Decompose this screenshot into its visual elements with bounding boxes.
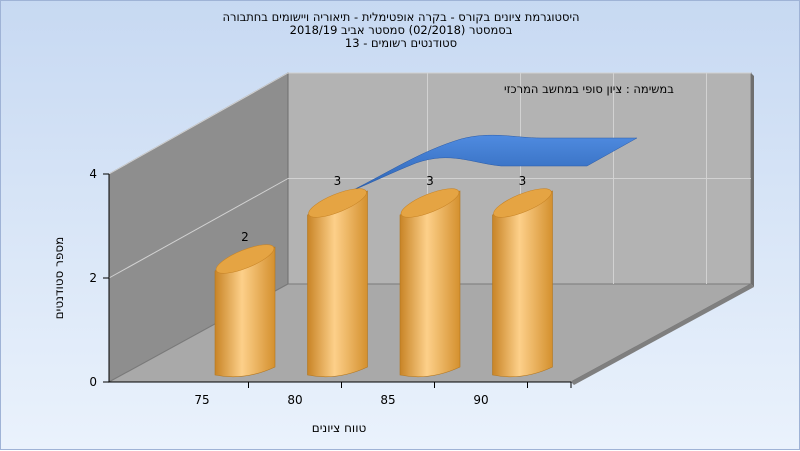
x-tick-label: 85 <box>380 393 395 407</box>
bar-body <box>492 190 553 378</box>
x-axis-title: טווח ציונים <box>312 421 367 435</box>
y-tick-label: 2 <box>89 271 97 285</box>
bar <box>214 244 276 378</box>
bar-body <box>399 190 461 378</box>
data-label: 3 <box>334 174 342 188</box>
y-ticks: 0 2 4 <box>89 167 109 389</box>
bar <box>307 188 368 378</box>
annotation: במשימה : ציון סופי במחשב המרכזי <box>504 82 674 96</box>
data-label: 3 <box>519 174 527 188</box>
x-tick-label: 80 <box>287 393 302 407</box>
y-tick-label: 0 <box>89 375 97 389</box>
title-line-2: בסמסטר (02/2018) סמסטר אביב 2018/19 <box>289 23 513 37</box>
y-axis-title: מספר סטודנטים <box>52 237 66 320</box>
chart-title: היסטוגרמת ציונים בקורס - בקרה אופטימלית … <box>1 11 800 50</box>
bar-top <box>215 244 275 274</box>
bar <box>399 188 461 378</box>
data-labels: 2 3 3 3 <box>241 174 526 244</box>
title-line-3: סטודנטים רשומים - 13 <box>344 36 458 50</box>
data-label: 3 <box>426 174 434 188</box>
x-tick-label: 90 <box>473 393 488 407</box>
bars <box>214 188 553 378</box>
bar-body <box>307 190 368 378</box>
grid-line-side <box>108 72 289 175</box>
x-tick-label: 75 <box>194 393 209 407</box>
bar-body <box>214 246 276 378</box>
right-edge <box>751 73 754 287</box>
title-line-1: היסטוגרמת ציונים בקורס - בקרה אופטימלית … <box>222 10 580 24</box>
bar-top <box>308 188 367 218</box>
y-tick-label: 4 <box>89 167 97 181</box>
x-ticks: 75 80 85 90 <box>194 382 572 407</box>
bar-top <box>400 188 460 218</box>
bar <box>492 188 553 378</box>
grid-line-side <box>108 178 289 279</box>
distribution-curve <box>350 134 638 192</box>
floor-edge <box>571 284 754 385</box>
bar-top <box>493 188 552 218</box>
data-label: 2 <box>241 230 249 244</box>
